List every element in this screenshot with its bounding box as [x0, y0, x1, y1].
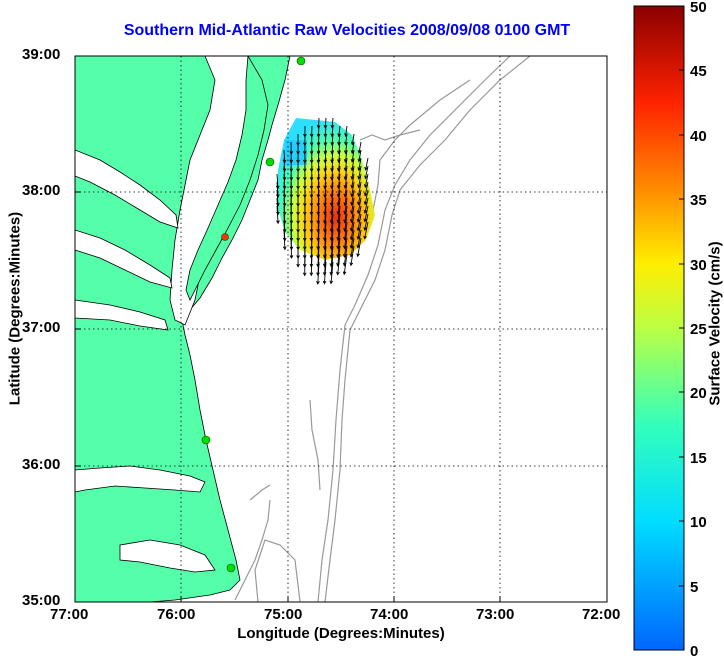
y-tick-label: 38:00: [22, 182, 60, 199]
colorbar-tick-label: 45: [690, 63, 707, 80]
colorbar-tick-label: 5: [690, 579, 698, 596]
colorbar-tick-label: 30: [690, 257, 707, 274]
x-tick-label: 72:00: [582, 606, 620, 623]
colorbar-tick-label: 0: [690, 643, 698, 660]
x-tick-label: 76:00: [157, 606, 195, 623]
y-tick-label: 36:00: [22, 456, 60, 473]
colorbar-tick-label: 35: [690, 192, 707, 209]
velocity-arrow: [291, 238, 292, 258]
colorbar-tick-label: 40: [690, 128, 707, 145]
station-marker: [297, 57, 305, 65]
station-marker: [266, 158, 274, 166]
y-tick-label: 39:00: [22, 46, 60, 63]
colorbar-tick-label: 15: [690, 450, 707, 467]
colorbar-label: Surface Velocity (cm/s): [707, 209, 724, 439]
colorbar-tick-label: 20: [690, 385, 707, 402]
x-axis-label: Longitude (Degrees:Minutes): [75, 625, 607, 642]
y-axis-label: Latitude (Degrees:Minutes): [7, 199, 24, 419]
colorbar-tick-label: 10: [690, 514, 707, 531]
x-tick-label: 73:00: [476, 606, 514, 623]
x-tick-label: 77:00: [50, 606, 88, 623]
colorbar: [634, 6, 684, 650]
x-tick-label: 74:00: [370, 606, 408, 623]
station-marker: [227, 564, 235, 572]
x-tick-label: 75:00: [264, 606, 302, 623]
colorbar-tick-label: 25: [690, 321, 707, 338]
y-tick-label: 37:00: [22, 319, 60, 336]
station-marker: [222, 234, 229, 241]
colorbar-tick-label: 50: [690, 0, 707, 16]
station-marker: [202, 436, 210, 444]
